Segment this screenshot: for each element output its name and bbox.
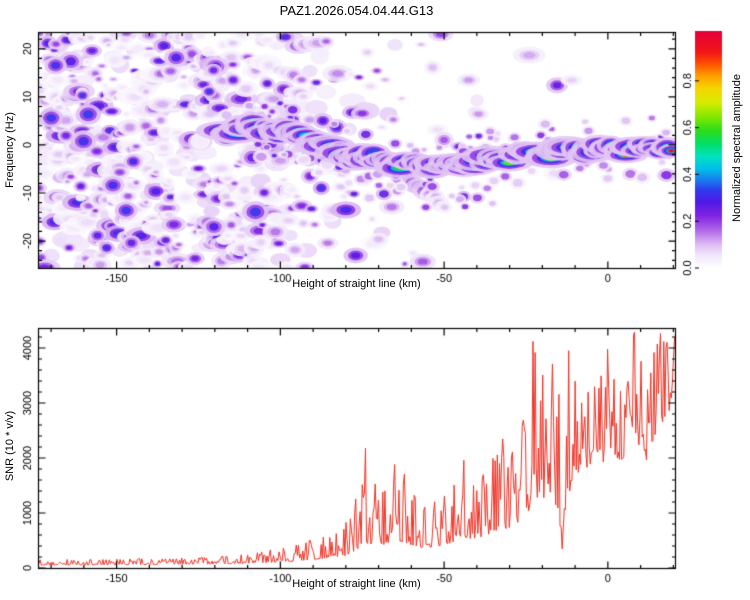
snr-ylabel: SNR (10 * v/v) (4, 410, 16, 482)
spectrogram-ylabel: Frequency (Hz) (4, 112, 16, 188)
snr-xlabel: Height of straight line (km) (292, 578, 421, 590)
spectrogram-xlabel: Height of straight line (km) (292, 278, 421, 290)
figure-title: PAZ1.2026.054.04.44.G13 (279, 3, 434, 18)
colorbar-label: Normalized spectral amplitude (731, 74, 743, 222)
